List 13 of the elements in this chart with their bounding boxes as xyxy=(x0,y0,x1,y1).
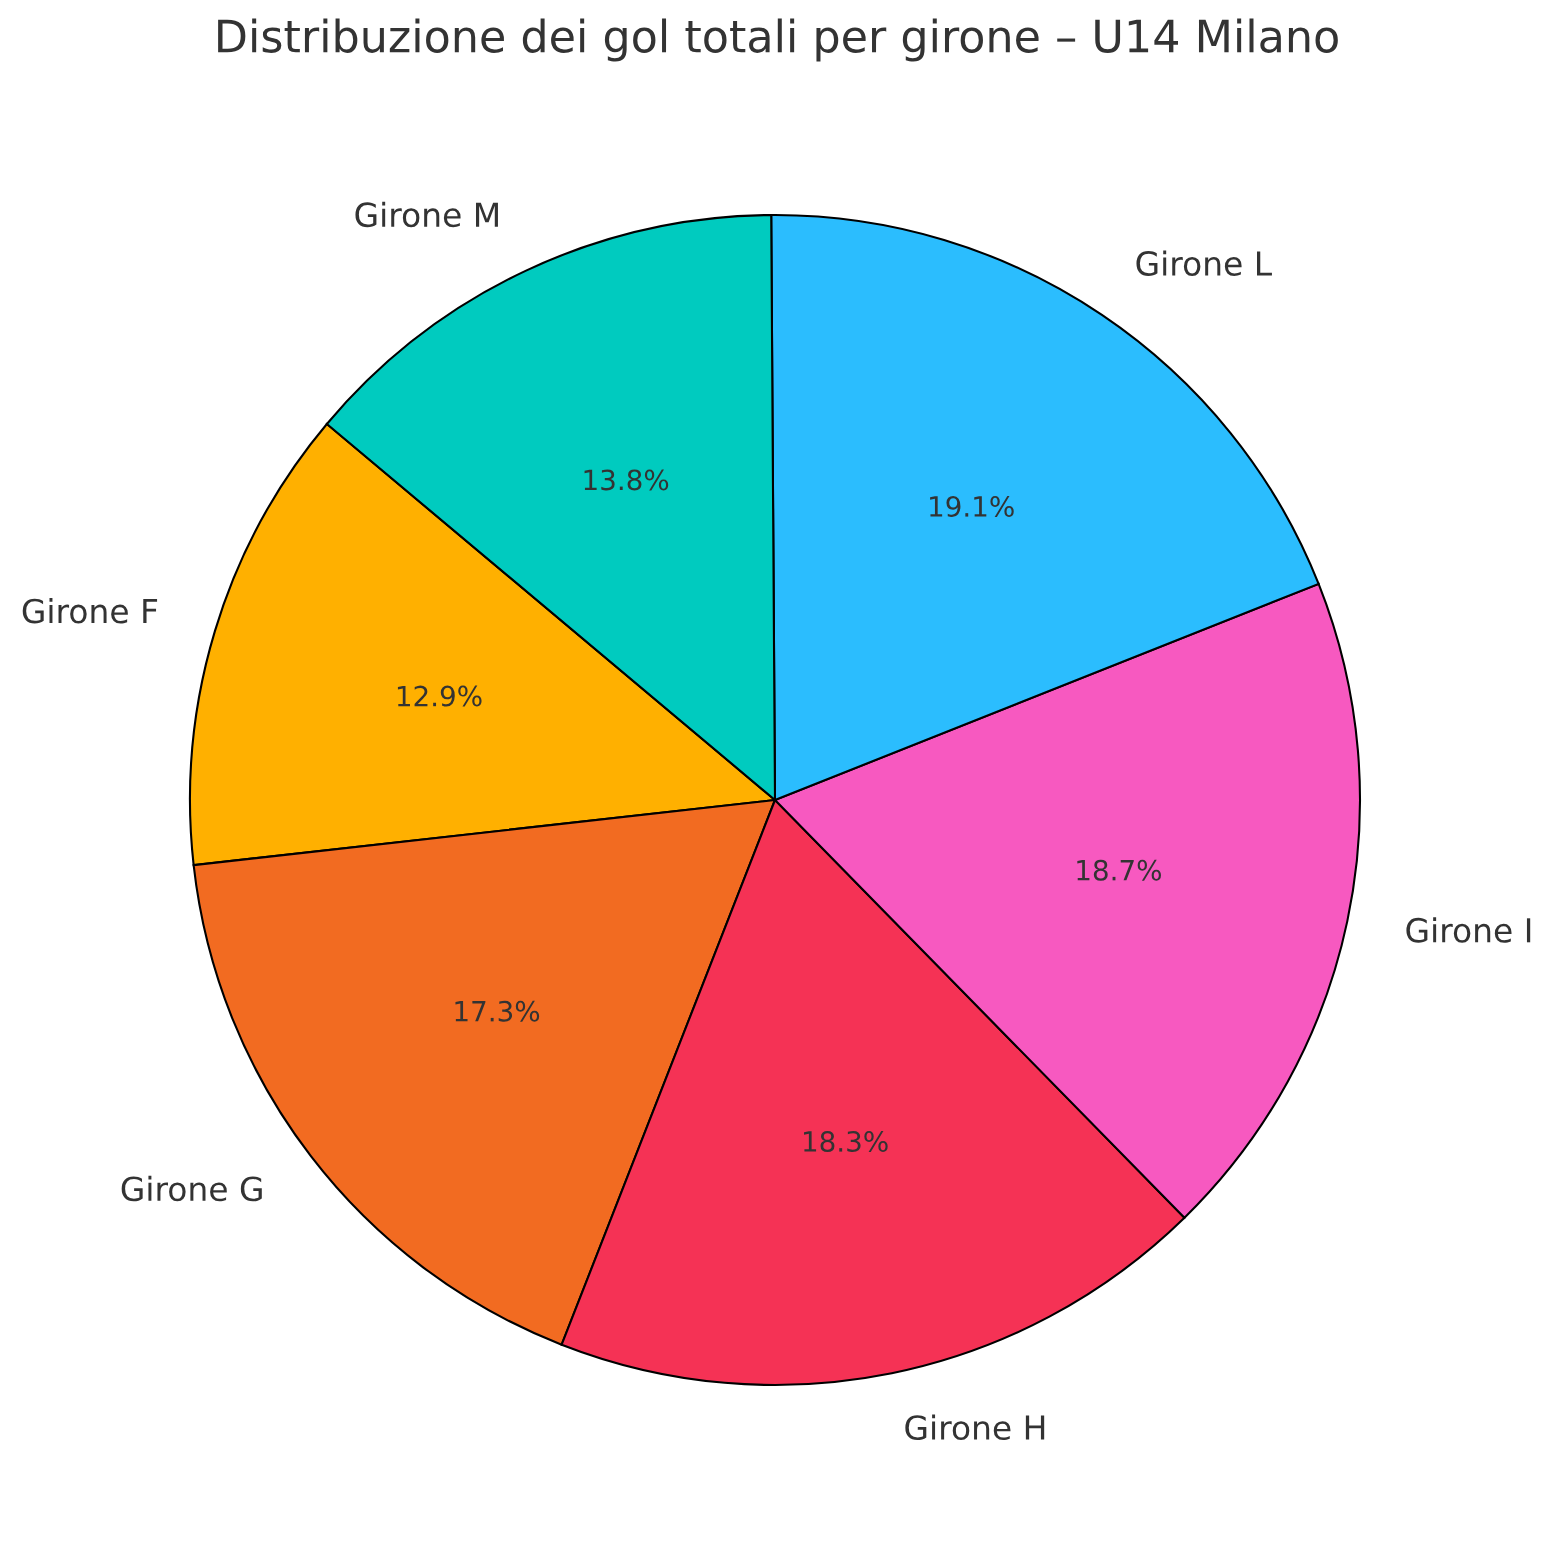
data-label: 13.8% xyxy=(584,469,669,491)
data-label: 18.3% xyxy=(804,1130,888,1152)
chart-title: Distribuzione dei gol totali per girone – U14 Milano xyxy=(218,18,1338,62)
slice-label: Girone I xyxy=(1406,917,1531,943)
slice-label: Girone F xyxy=(22,598,158,624)
slice-label: Girone H xyxy=(905,1414,1045,1441)
data-label: 17.3% xyxy=(455,1000,540,1022)
data-label: 12.9% xyxy=(397,685,482,707)
slice-label: Girone L xyxy=(1136,250,1272,276)
data-label: 19.1% xyxy=(930,495,1014,517)
slice-label: Girone M xyxy=(355,201,498,228)
data-label: 18.7% xyxy=(1077,859,1161,881)
slice-label: Girone G xyxy=(121,1175,262,1202)
